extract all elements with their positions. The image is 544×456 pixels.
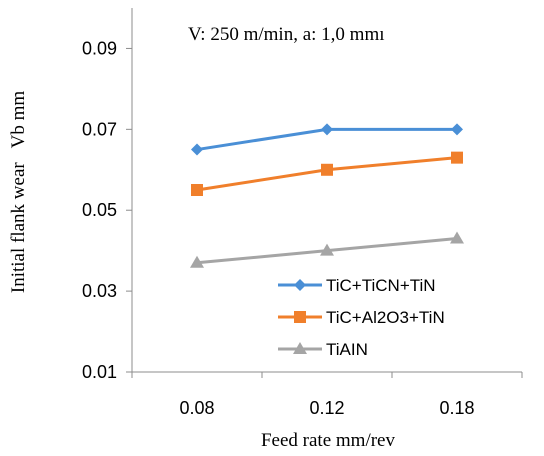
legend-marker xyxy=(293,342,307,354)
y-tick-labels: 0.01 0.03 0.05 0.07 0.09 xyxy=(82,38,117,382)
x-tick-label: 0.12 xyxy=(309,398,344,418)
y-tick-label: 0.03 xyxy=(82,281,117,301)
y-tick-label: 0.01 xyxy=(82,362,117,382)
series-layer xyxy=(190,123,464,268)
data-point xyxy=(190,255,204,268)
x-axis-label: Feed rate mm/rev xyxy=(261,430,396,451)
legend-item: TiAIN xyxy=(278,340,368,359)
y-tick-label: 0.09 xyxy=(82,38,117,58)
data-point xyxy=(321,163,333,176)
series-3 xyxy=(190,231,464,268)
data-point xyxy=(450,231,464,244)
series-1 xyxy=(191,123,463,156)
legend-item: TiC+Al2O3+TiN xyxy=(278,308,445,327)
data-point xyxy=(191,184,203,196)
axes xyxy=(126,8,523,378)
legend-label: TiAIN xyxy=(326,340,368,359)
data-point xyxy=(320,243,334,256)
series-2 xyxy=(191,151,463,196)
data-point xyxy=(191,143,203,156)
x-tick-label: 0.08 xyxy=(179,398,214,418)
x-tick-label: 0.18 xyxy=(439,398,474,418)
data-point xyxy=(321,123,333,136)
legend-label: TiC+Al2O3+TiN xyxy=(326,308,445,327)
y-tick-label: 0.07 xyxy=(82,119,117,139)
legend-label: TiC+TiCN+TiN xyxy=(326,276,436,295)
data-point xyxy=(451,123,463,136)
data-point xyxy=(451,151,463,164)
legend: TiC+TiCN+TiN TiC+Al2O3+TiN TiAIN xyxy=(278,276,445,359)
legend-item: TiC+TiCN+TiN xyxy=(278,276,436,295)
legend-marker xyxy=(294,311,306,323)
y-tick-label: 0.05 xyxy=(82,200,117,220)
chart-annotation: V: 250 m/min, a: 1,0 mmı xyxy=(188,24,385,45)
y-axis-label: Initial flank wear Vb mm xyxy=(8,91,29,293)
legend-marker xyxy=(294,279,306,291)
x-tick-labels: 0.08 0.12 0.18 xyxy=(179,398,474,418)
